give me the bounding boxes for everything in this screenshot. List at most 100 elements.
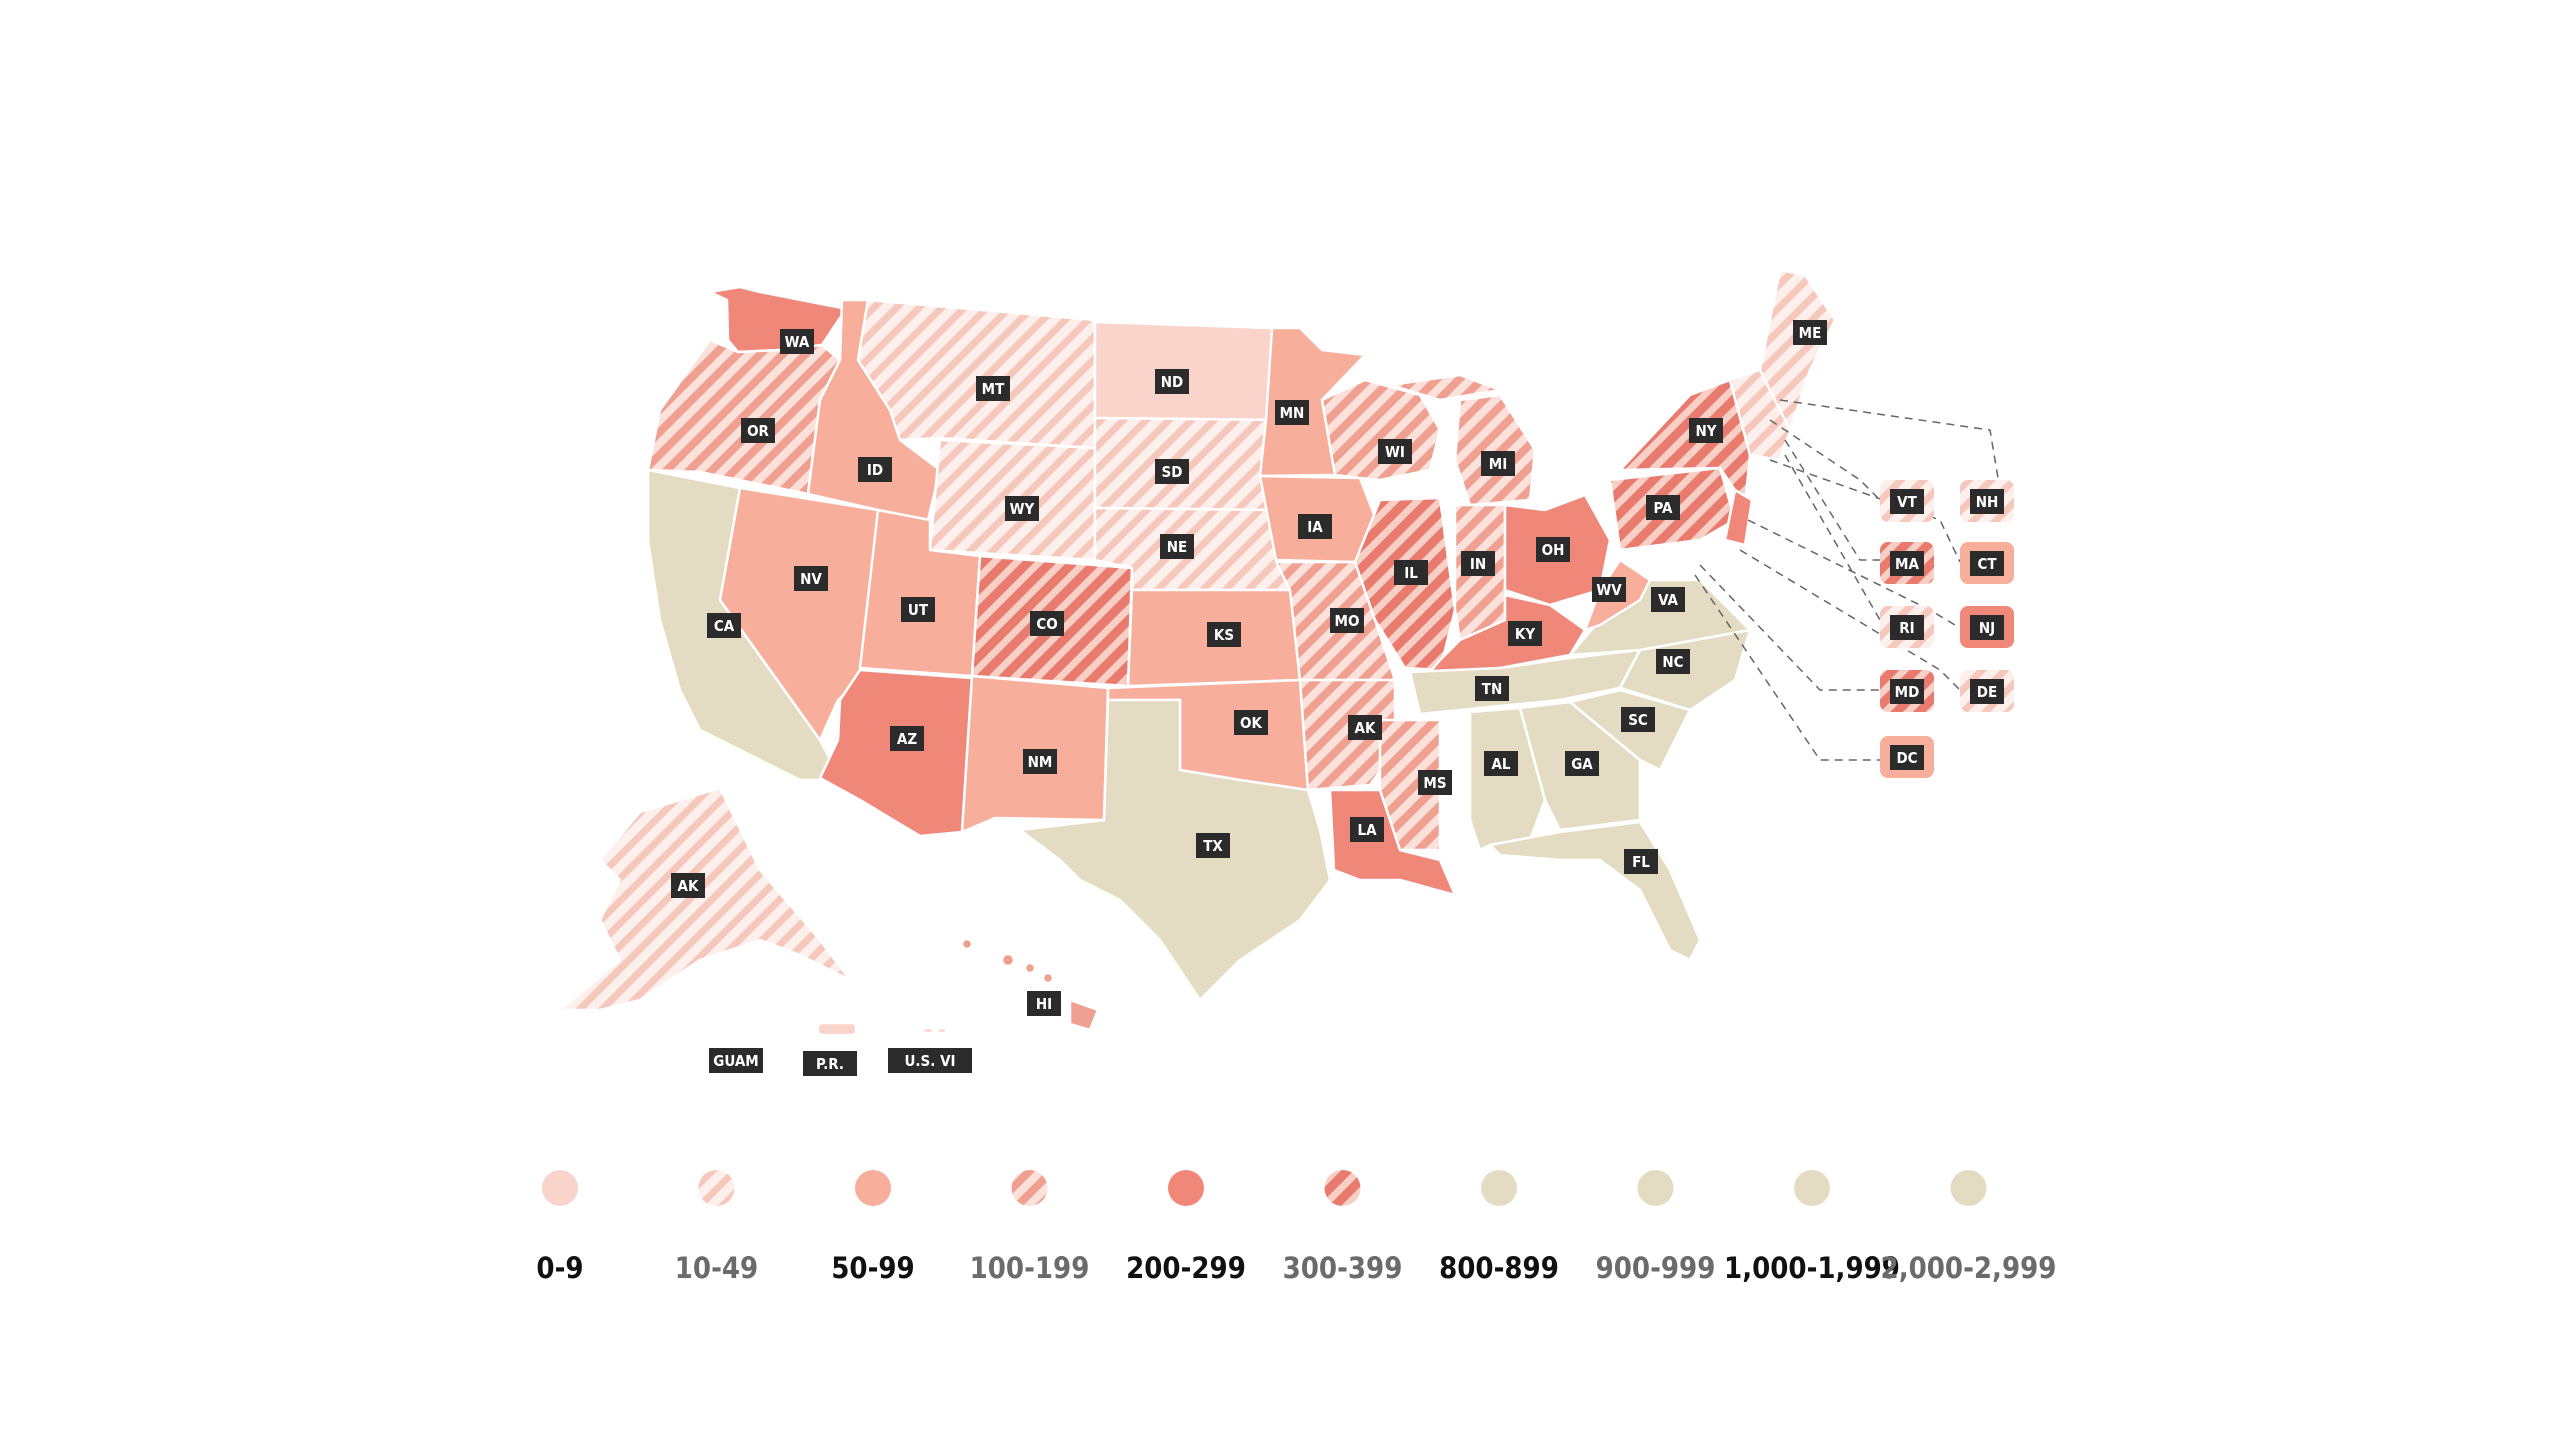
svg-text:NJ: NJ bbox=[1979, 619, 1995, 637]
svg-text:MS: MS bbox=[1423, 774, 1446, 792]
state-hawaii bbox=[960, 937, 1100, 1032]
state-label-ga: GA bbox=[1565, 751, 1599, 776]
box-label-md: MD bbox=[1890, 679, 1924, 704]
state-label-nv: NV bbox=[794, 566, 828, 591]
svg-text:NY: NY bbox=[1695, 422, 1716, 440]
state-label-id: ID bbox=[858, 457, 892, 482]
legend-swatch-6 bbox=[1481, 1170, 1517, 1206]
svg-text:MT: MT bbox=[982, 380, 1005, 398]
connector-ma bbox=[1784, 439, 1880, 561]
state-ms bbox=[1378, 718, 1442, 852]
svg-text:NC: NC bbox=[1662, 653, 1683, 671]
state-label-mn: MN bbox=[1275, 400, 1309, 425]
box-label-de: DE bbox=[1970, 679, 2004, 704]
box-label-dc: DC bbox=[1890, 745, 1924, 770]
legend-swatch-0 bbox=[542, 1170, 578, 1206]
state-tx bbox=[1018, 698, 1332, 1002]
svg-text:SD: SD bbox=[1162, 463, 1183, 481]
state-label-in: IN bbox=[1461, 551, 1495, 576]
state-wa bbox=[708, 285, 844, 354]
legend-label-1: 10-49 bbox=[675, 1251, 758, 1285]
svg-text:AL: AL bbox=[1491, 755, 1510, 773]
svg-text:DC: DC bbox=[1896, 749, 1917, 767]
legend-swatch-3 bbox=[1011, 1170, 1048, 1206]
state-alaska bbox=[558, 786, 852, 1012]
legend-label-2: 50-99 bbox=[831, 1251, 914, 1285]
connector-vt bbox=[1769, 419, 1881, 501]
box-label-nh: NH bbox=[1970, 489, 2004, 514]
state-label-pr: P.R. bbox=[803, 1051, 857, 1076]
svg-text:AK: AK bbox=[1355, 719, 1376, 737]
legend-swatch-1 bbox=[698, 1170, 735, 1206]
svg-text:KY: KY bbox=[1515, 625, 1535, 643]
svg-text:ND: ND bbox=[1161, 373, 1184, 391]
svg-text:NM: NM bbox=[1028, 753, 1053, 771]
state-label-hi: HI bbox=[1027, 991, 1061, 1016]
state-label-il: IL bbox=[1394, 560, 1428, 585]
svg-text:GA: GA bbox=[1571, 755, 1593, 773]
state-label-pa: PA bbox=[1646, 495, 1680, 520]
state-label-nc: NC bbox=[1656, 649, 1690, 674]
state-label-az: AZ bbox=[890, 726, 924, 751]
svg-text:U.S. VI: U.S. VI bbox=[904, 1052, 955, 1070]
state-label-ca: CA bbox=[707, 613, 741, 638]
state-label-ut: UT bbox=[901, 597, 935, 622]
legend-label-6: 800-899 bbox=[1439, 1251, 1559, 1285]
svg-text:DE: DE bbox=[1977, 683, 1997, 701]
svg-text:OK: OK bbox=[1240, 714, 1262, 732]
svg-text:RI: RI bbox=[1899, 619, 1914, 637]
state-label-ia: IA bbox=[1298, 514, 1332, 539]
state-label-ny: NY bbox=[1689, 418, 1723, 443]
state-label-ky: KY bbox=[1508, 621, 1542, 646]
state-label-ak: AK bbox=[671, 873, 705, 898]
svg-text:AK: AK bbox=[678, 877, 699, 895]
state-label-va: VA bbox=[1651, 587, 1685, 612]
svg-text:MO: MO bbox=[1335, 612, 1360, 630]
legend-swatch-8 bbox=[1794, 1170, 1830, 1206]
svg-text:TX: TX bbox=[1203, 837, 1223, 855]
connector-de bbox=[1739, 549, 1961, 691]
svg-text:CO: CO bbox=[1036, 615, 1057, 633]
svg-text:MN: MN bbox=[1280, 404, 1305, 422]
state-me bbox=[1758, 268, 1837, 432]
state-label-co: CO bbox=[1030, 611, 1064, 636]
state-label-wi: WI bbox=[1378, 439, 1412, 464]
state-label-me: ME bbox=[1793, 320, 1827, 345]
svg-text:ID: ID bbox=[867, 461, 883, 479]
state-label-ms: MS bbox=[1418, 770, 1452, 795]
box-label-ri: RI bbox=[1890, 615, 1924, 640]
state-label-al: AL bbox=[1484, 751, 1518, 776]
state-label-usvi: U.S. VI bbox=[888, 1048, 972, 1073]
territory-pr-shape bbox=[816, 1021, 858, 1037]
box-label-ct: CT bbox=[1970, 551, 2004, 576]
svg-text:OR: OR bbox=[747, 422, 769, 440]
svg-text:WA: WA bbox=[785, 333, 810, 351]
legend-swatch-9 bbox=[1950, 1170, 1987, 1206]
state-az bbox=[818, 668, 974, 838]
box-label-nj: NJ bbox=[1970, 615, 2004, 640]
state-label-guam: GUAM bbox=[709, 1048, 763, 1073]
svg-text:VT: VT bbox=[1897, 493, 1917, 511]
svg-text:MI: MI bbox=[1489, 455, 1507, 473]
svg-text:IN: IN bbox=[1470, 555, 1486, 573]
svg-text:LA: LA bbox=[1357, 821, 1377, 839]
svg-text:WY: WY bbox=[1010, 500, 1035, 518]
state-label-ks: KS bbox=[1207, 622, 1241, 647]
state-label-fl: FL bbox=[1624, 849, 1658, 874]
state-label-nm: NM bbox=[1023, 749, 1057, 774]
state-label-sc: SC bbox=[1621, 707, 1655, 732]
svg-text:WI: WI bbox=[1385, 443, 1405, 461]
svg-text:SC: SC bbox=[1628, 711, 1648, 729]
svg-text:TN: TN bbox=[1482, 680, 1503, 698]
svg-text:FL: FL bbox=[1632, 853, 1650, 871]
state-label-tx: TX bbox=[1196, 833, 1230, 858]
svg-text:VA: VA bbox=[1658, 591, 1678, 609]
state-label-mi: MI bbox=[1481, 451, 1515, 476]
state-new-england bbox=[1728, 368, 1792, 462]
state-label-nd: ND bbox=[1155, 369, 1189, 394]
svg-text:PA: PA bbox=[1654, 499, 1674, 517]
territory-vi-shape bbox=[921, 1026, 948, 1035]
connector-ct bbox=[1769, 459, 1961, 563]
svg-text:MD: MD bbox=[1895, 683, 1920, 701]
